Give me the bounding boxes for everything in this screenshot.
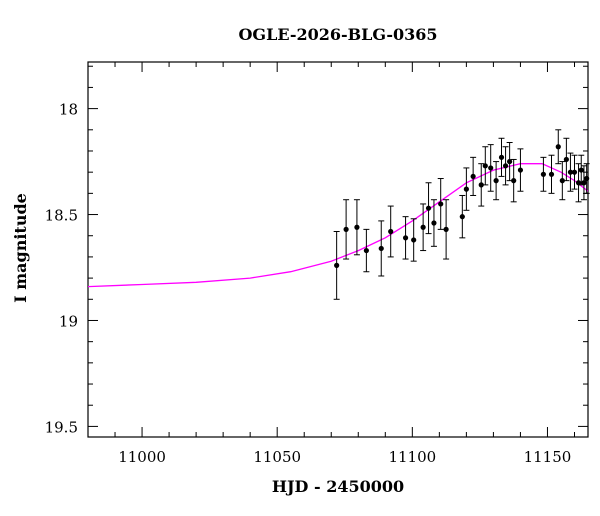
data-point: [334, 262, 340, 268]
model-curve: [88, 163, 588, 288]
data-point: [343, 226, 349, 232]
y-tick-label: 19.5: [45, 418, 78, 436]
data-point: [540, 171, 547, 177]
data-point: [363, 247, 369, 254]
data-point: [511, 178, 517, 184]
chart-title: OGLE-2026-BLG-0365: [238, 25, 437, 44]
data-point: [420, 224, 426, 230]
data-point: [478, 182, 484, 188]
data-point: [555, 144, 561, 150]
x-tick-label: 11150: [524, 448, 572, 466]
data-point: [493, 178, 499, 184]
data-point: [463, 186, 469, 192]
data-point: [378, 245, 384, 252]
x-tick-label: 11000: [118, 448, 166, 466]
data-point: [548, 171, 555, 177]
data-point: [575, 180, 582, 186]
x-tick-label: 11050: [253, 448, 301, 466]
data-point: [559, 178, 565, 184]
data-point: [354, 224, 360, 230]
data-point: [431, 220, 437, 226]
data-point: [470, 173, 476, 180]
data-point: [517, 167, 524, 173]
data-point: [425, 205, 432, 211]
data-point: [402, 235, 409, 241]
data-point: [459, 214, 465, 220]
y-tick-label: 18: [59, 101, 78, 119]
data-point: [498, 154, 505, 160]
x-axis-label: HJD - 2450000: [272, 477, 404, 496]
data-point: [411, 237, 417, 243]
data-point: [488, 165, 494, 171]
data-point: [571, 169, 578, 175]
data-point: [507, 158, 513, 165]
data-point: [578, 167, 584, 173]
data-point: [563, 156, 569, 163]
x-tick-label: 11100: [388, 448, 436, 466]
y-tick-label: 18.5: [45, 207, 78, 225]
data-point: [584, 175, 590, 182]
data-point: [438, 201, 444, 207]
data-point: [567, 169, 574, 175]
data-point: [502, 163, 509, 169]
data-point: [388, 228, 394, 235]
data-point: [482, 163, 488, 169]
data-point: [581, 180, 587, 186]
y-tick-label: 19: [59, 312, 78, 330]
plot-frame: [87, 61, 589, 438]
y-axis-label: I magnitude: [11, 193, 30, 303]
data-point: [443, 226, 449, 232]
